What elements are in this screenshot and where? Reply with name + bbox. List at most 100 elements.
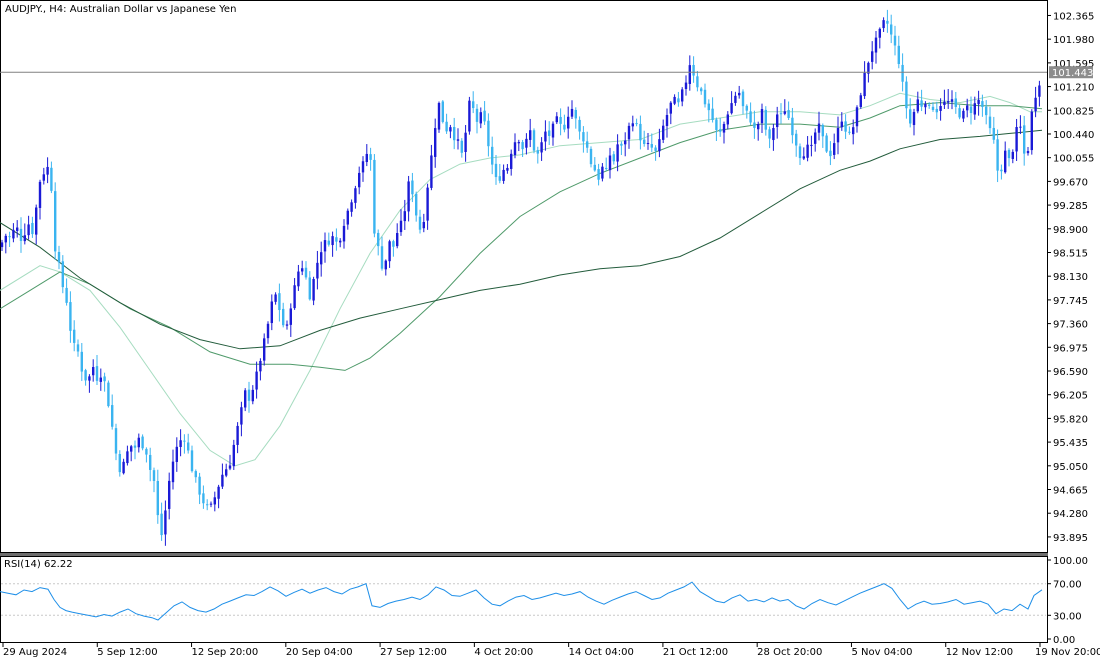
candle-body <box>616 144 619 162</box>
time-axis-label: 12 Nov 12:00 <box>946 647 1013 658</box>
price-axis[interactable]: 102.365 101.980 101.595 101.210 100.825 100.4… <box>1047 11 1094 544</box>
candle-body <box>361 161 365 173</box>
candle-body <box>399 220 403 233</box>
candle-body <box>449 127 452 132</box>
candle-body <box>460 140 463 153</box>
candle-body <box>342 225 346 242</box>
candle-body <box>27 224 30 236</box>
time-axis[interactable]: 29 Aug 2024 5 Sep 12:00 12 Sep 20:00 20 Sep… <box>2 643 1100 658</box>
candle-body <box>787 110 790 118</box>
candle-body <box>734 95 737 103</box>
candle-body <box>392 241 395 247</box>
time-axis-label: 21 Oct 12:00 <box>663 647 728 658</box>
candle-body <box>365 153 368 163</box>
moving-average-line <box>0 102 1043 371</box>
candle-body <box>327 240 330 245</box>
candle-body <box>924 103 927 108</box>
candle-body <box>244 390 247 408</box>
price-axis-label: 94.280 <box>1053 509 1088 520</box>
candle-body <box>852 127 855 135</box>
candle-body <box>544 131 547 142</box>
candle-body <box>475 108 479 122</box>
price-axis-label: 95.050 <box>1053 462 1088 473</box>
candle-body <box>304 267 308 278</box>
candle-body <box>282 308 285 326</box>
candle-body <box>92 367 95 376</box>
candle-body <box>217 486 220 499</box>
candle-body <box>149 454 152 470</box>
price-axis-label: 101.210 <box>1053 83 1094 94</box>
candle-body <box>532 130 536 151</box>
candle-body <box>236 425 239 445</box>
candle-body <box>1026 151 1030 154</box>
candle-body <box>810 144 813 146</box>
candle-body <box>255 371 258 390</box>
candle-body <box>202 493 205 504</box>
time-axis-label: 5 Nov 04:00 <box>851 647 912 658</box>
candle-body <box>886 20 889 24</box>
candle-body <box>194 471 197 478</box>
candle-body <box>901 64 904 82</box>
candle-body <box>947 101 950 103</box>
candle-body <box>297 271 300 287</box>
candle-body <box>156 480 159 516</box>
candle-body <box>494 163 498 178</box>
panel-separator[interactable] <box>0 553 1048 556</box>
candle-body <box>54 191 57 252</box>
candle-body <box>688 65 691 84</box>
candle-body <box>570 108 574 117</box>
rsi-axis-label: 0.00 <box>1053 635 1075 646</box>
candle-body <box>510 153 513 169</box>
candle-body <box>513 142 517 156</box>
candle-body <box>996 139 999 171</box>
candle-body <box>289 308 292 325</box>
candle-body <box>415 193 418 216</box>
candle-body <box>487 120 490 147</box>
rsi-axis-label: 30.00 <box>1053 611 1082 622</box>
candle-body <box>844 121 847 132</box>
candle-body <box>909 109 912 124</box>
candle-body <box>206 504 209 506</box>
candle-body <box>308 277 311 300</box>
candle-body <box>354 188 357 203</box>
candle-body <box>403 211 406 222</box>
price-axis-label: 102.365 <box>1053 11 1094 22</box>
candle-body <box>42 174 45 181</box>
candle-body <box>331 236 334 246</box>
candle-body <box>1000 169 1003 172</box>
time-axis-label: 29 Aug 2024 <box>3 647 67 658</box>
candle-body <box>935 108 938 113</box>
candle-body <box>145 448 148 455</box>
candle-body <box>430 155 433 188</box>
price-axis-label: 100.055 <box>1053 154 1094 165</box>
candle-body <box>928 104 931 106</box>
candle-body <box>779 113 783 115</box>
candle-body <box>931 106 935 111</box>
candle-body <box>12 229 15 239</box>
candle-body <box>848 131 851 133</box>
candle-body <box>274 294 277 302</box>
candle-body <box>232 444 235 467</box>
candle-body <box>608 155 612 171</box>
rsi-line <box>0 581 1043 621</box>
price-axis-label: 96.205 <box>1053 391 1088 402</box>
candle-body <box>426 187 429 221</box>
candle-body <box>764 109 767 130</box>
candle-body <box>502 169 505 181</box>
candle-body <box>798 146 802 159</box>
candle-body <box>620 143 623 146</box>
candle-body <box>350 202 353 212</box>
candle-body <box>1015 127 1018 152</box>
candle-body <box>605 167 608 169</box>
candle-body <box>548 130 551 136</box>
candle-body <box>635 123 638 125</box>
candle-body <box>529 130 532 140</box>
rsi-axis[interactable]: 100.00 70.00 30.00 0.00 <box>1047 556 1088 646</box>
candle-body <box>388 241 391 262</box>
candle-body <box>312 279 315 301</box>
candle-body <box>646 143 650 145</box>
candle-body <box>380 246 384 269</box>
time-axis-label: 5 Sep 12:00 <box>97 647 157 658</box>
candle-body <box>578 119 581 132</box>
candle-body <box>825 135 828 152</box>
